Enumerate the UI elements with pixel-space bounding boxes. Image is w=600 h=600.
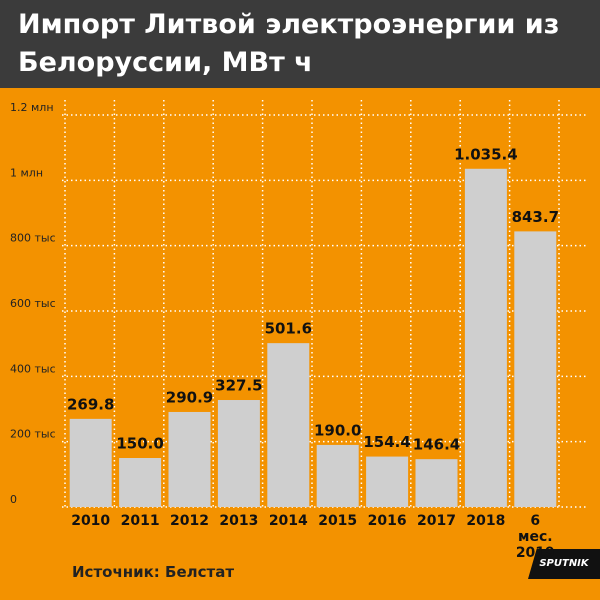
value-label: 843.7 [512,208,559,226]
value-label: 501.6 [265,320,312,338]
y-tick-label: 200 тыс [10,428,56,441]
bar [514,231,557,507]
value-label: 269.8 [67,395,114,413]
value-label: 154.4 [363,433,410,451]
y-tick-label: 400 тыс [10,362,56,375]
x-tick-label: 2010 [71,513,111,529]
x-tick-label: 2012 [170,513,209,529]
value-label: 150.0 [116,435,163,453]
y-tick-label: 800 тыс [10,232,56,245]
bar [366,456,409,507]
y-tick-label: 1.2 млн [10,101,54,114]
x-tick-label: 2017 [417,513,456,529]
bar [119,458,162,507]
value-label: 290.9 [166,388,213,406]
bar [69,418,112,507]
value-label: 327.5 [215,377,262,395]
x-tick-label: 6 мес. 2019 [515,513,555,561]
bar [415,459,458,507]
x-tick-label: 2014 [268,513,308,529]
bar [464,168,507,507]
x-tick-label: 2011 [120,513,160,529]
bar [168,411,211,507]
x-tick-label: 2016 [367,513,407,529]
x-tick-label: 2015 [318,513,358,529]
x-tick-label: 2018 [466,513,506,529]
header [0,0,600,88]
y-tick-label: 0 [10,493,17,506]
y-tick-label: 600 тыс [10,297,56,310]
value-label: 190.0 [314,421,361,439]
bar [217,400,260,507]
y-tick-label: 1 млн [10,166,43,179]
bar [316,444,359,507]
value-label: 146.4 [413,436,460,454]
bar [267,343,310,507]
value-label: 1.035.4 [454,145,518,163]
x-tick-label: 2013 [219,513,259,529]
chart-title: Импорт Литвой электроэнергии из Белорусс… [18,9,560,78]
source: Источник: Белстат [72,563,235,581]
logo: SPUTNIK [528,549,600,579]
